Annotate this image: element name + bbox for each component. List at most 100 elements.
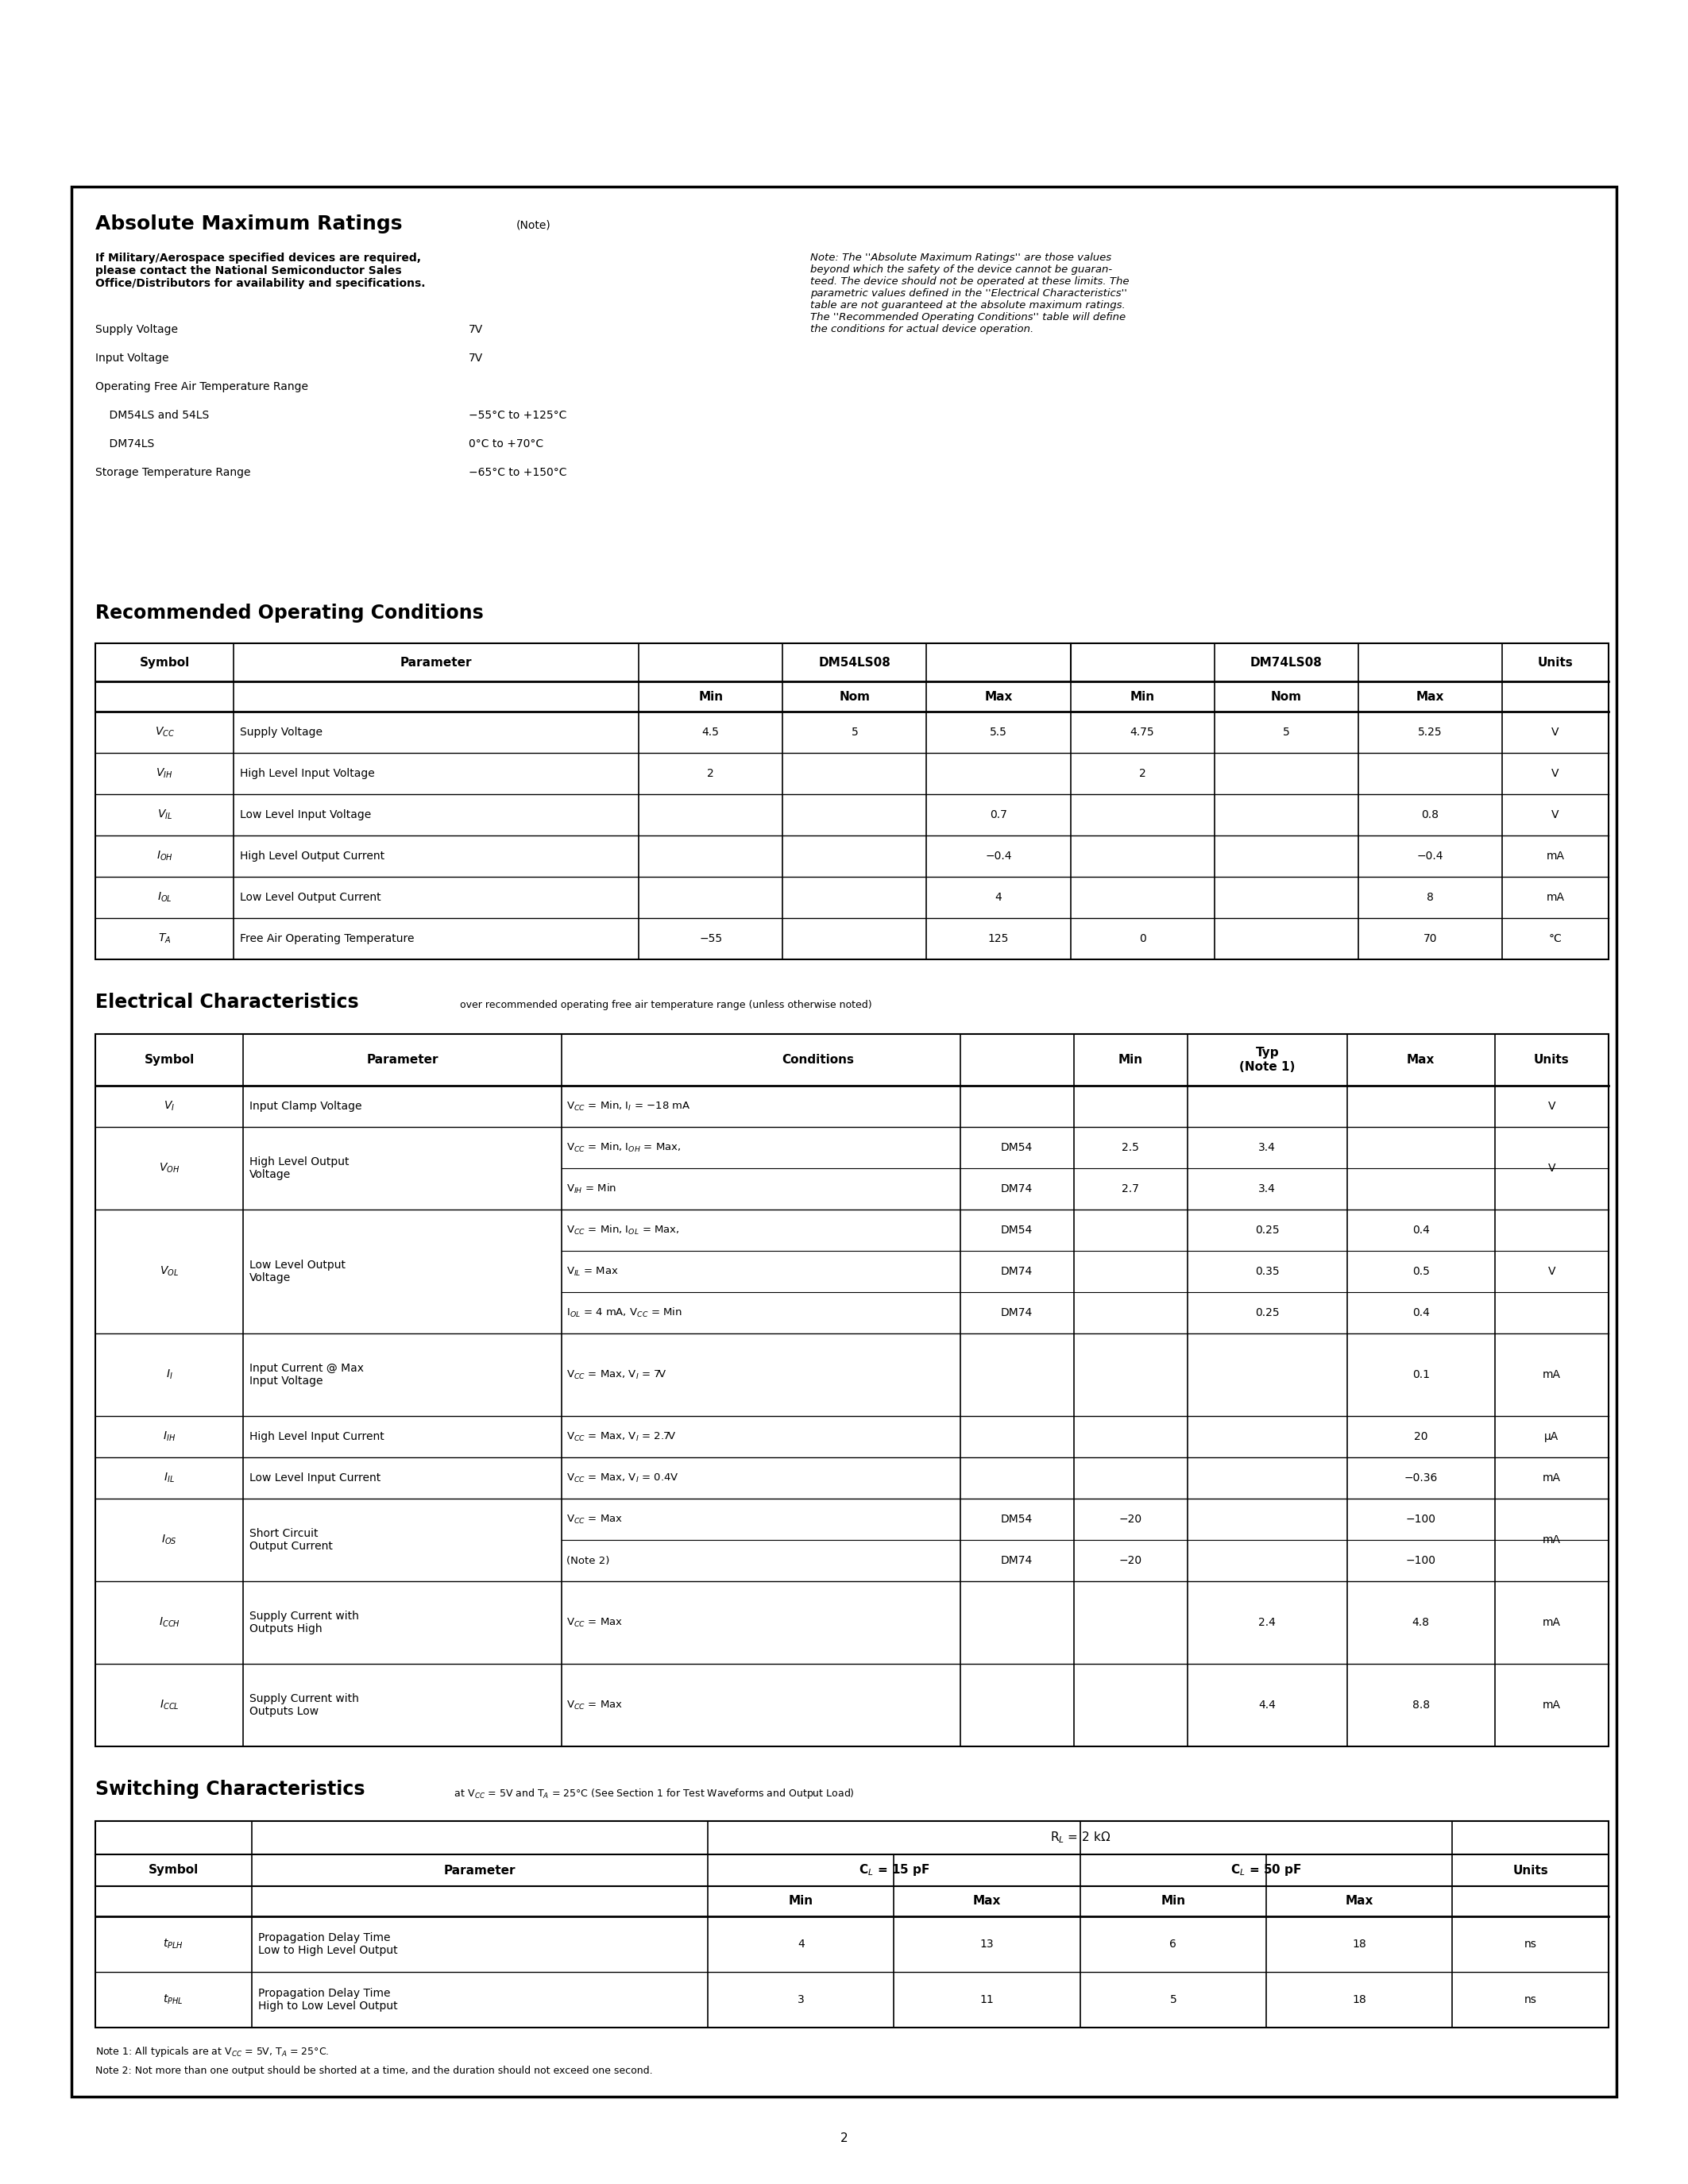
Text: V$_{CC}$ = Min, I$_I$ = −18 mA: V$_{CC}$ = Min, I$_I$ = −18 mA — [567, 1101, 690, 1112]
Text: 13: 13 — [981, 1939, 994, 1950]
Text: High Level Output
Voltage: High Level Output Voltage — [250, 1155, 349, 1179]
Text: Supply Current with
Outputs High: Supply Current with Outputs High — [250, 1610, 360, 1634]
Text: 11: 11 — [981, 1994, 994, 2005]
Text: 3: 3 — [797, 1994, 805, 2005]
Text: Symbol: Symbol — [143, 1055, 194, 1066]
Text: −55: −55 — [699, 933, 722, 943]
Text: 70: 70 — [1423, 933, 1436, 943]
Text: DM74LS: DM74LS — [95, 439, 154, 450]
Text: 5.25: 5.25 — [1418, 727, 1442, 738]
Text: V$_{IL}$ = Max: V$_{IL}$ = Max — [567, 1265, 619, 1278]
Text: Units: Units — [1512, 1865, 1548, 1876]
Text: C$_L$ = 50 pF: C$_L$ = 50 pF — [1231, 1863, 1301, 1878]
Text: at V$_{CC}$ = 5V and T$_A$ = 25°C (See Section 1 for Test Waveforms and Output L: at V$_{CC}$ = 5V and T$_A$ = 25°C (See S… — [451, 1787, 854, 1800]
Text: I$_{CCH}$: I$_{CCH}$ — [159, 1616, 181, 1629]
Text: 5: 5 — [851, 727, 858, 738]
Text: 0.8: 0.8 — [1421, 810, 1438, 821]
Text: Max: Max — [1406, 1055, 1435, 1066]
Text: I$_I$: I$_I$ — [165, 1367, 172, 1380]
Text: Propagation Delay Time
High to Low Level Output: Propagation Delay Time High to Low Level… — [258, 1987, 397, 2011]
Text: Units: Units — [1534, 1055, 1570, 1066]
Text: Nom: Nom — [1271, 690, 1301, 703]
Text: V$_{CC}$ = Max: V$_{CC}$ = Max — [567, 1616, 623, 1629]
Text: I$_{OH}$: I$_{OH}$ — [157, 850, 172, 863]
Text: V$_{CC}$ = Max, V$_I$ = 7V: V$_{CC}$ = Max, V$_I$ = 7V — [567, 1369, 667, 1380]
Text: DM54LS08: DM54LS08 — [819, 657, 891, 668]
Text: 2: 2 — [707, 769, 714, 780]
Text: Supply Current with
Outputs Low: Supply Current with Outputs Low — [250, 1693, 360, 1717]
Text: Free Air Operating Temperature: Free Air Operating Temperature — [240, 933, 415, 943]
Text: 0°C to +70°C: 0°C to +70°C — [469, 439, 544, 450]
Text: Symbol: Symbol — [149, 1865, 199, 1876]
Text: V$_{IL}$: V$_{IL}$ — [157, 808, 172, 821]
Text: DM54LS and 54LS: DM54LS and 54LS — [95, 411, 209, 422]
Text: Note: The ''Absolute Maximum Ratings'' are those values
beyond which the safety : Note: The ''Absolute Maximum Ratings'' a… — [810, 253, 1129, 334]
Text: 4.75: 4.75 — [1131, 727, 1155, 738]
Text: Units: Units — [1538, 657, 1573, 668]
Text: t$_{PHL}$: t$_{PHL}$ — [164, 1994, 184, 2007]
Text: I$_{CCL}$: I$_{CCL}$ — [159, 1699, 179, 1712]
Bar — [95, 1033, 1609, 1747]
Text: Typ
(Note 1): Typ (Note 1) — [1239, 1046, 1295, 1072]
Text: V$_{CC}$ = Min, I$_{OL}$ = Max,: V$_{CC}$ = Min, I$_{OL}$ = Max, — [567, 1223, 680, 1236]
Text: DM74: DM74 — [1001, 1308, 1033, 1319]
Text: 0: 0 — [1139, 933, 1146, 943]
Text: 0.35: 0.35 — [1256, 1267, 1280, 1278]
Text: Nom: Nom — [839, 690, 869, 703]
Text: V$_{CC}$ = Max: V$_{CC}$ = Max — [567, 1699, 623, 1710]
Text: 2: 2 — [1139, 769, 1146, 780]
Text: Max: Max — [1345, 1896, 1374, 1907]
Text: Conditions: Conditions — [782, 1055, 854, 1066]
Text: I$_{IL}$: I$_{IL}$ — [164, 1472, 176, 1485]
Text: Min: Min — [1129, 690, 1155, 703]
Text: Low Level Output Current: Low Level Output Current — [240, 891, 381, 902]
Text: 0.1: 0.1 — [1413, 1369, 1430, 1380]
Text: DM74LS08: DM74LS08 — [1251, 657, 1322, 668]
Text: Short Circuit
Output Current: Short Circuit Output Current — [250, 1529, 333, 1553]
Text: −100: −100 — [1406, 1555, 1436, 1566]
Text: mA: mA — [1543, 1616, 1561, 1627]
Text: 20: 20 — [1415, 1431, 1428, 1441]
Text: 125: 125 — [987, 933, 1009, 943]
Text: DM54: DM54 — [1001, 1514, 1033, 1524]
Text: T$_A$: T$_A$ — [159, 933, 170, 946]
Text: Max: Max — [972, 1896, 1001, 1907]
Text: Symbol: Symbol — [140, 657, 189, 668]
Text: C$_L$ = 15 pF: C$_L$ = 15 pF — [858, 1863, 930, 1878]
Text: V$_{CC}$ = Max, V$_I$ = 2.7V: V$_{CC}$ = Max, V$_I$ = 2.7V — [567, 1431, 677, 1444]
Text: I$_{OS}$: I$_{OS}$ — [162, 1533, 177, 1546]
Text: (Note): (Note) — [517, 218, 550, 229]
Text: DM54: DM54 — [1001, 1225, 1033, 1236]
Text: −65°C to +150°C: −65°C to +150°C — [469, 467, 567, 478]
Text: V: V — [1548, 1101, 1555, 1112]
Text: DM74: DM74 — [1001, 1184, 1033, 1195]
Text: V$_{IH}$: V$_{IH}$ — [155, 767, 174, 780]
Text: mA: mA — [1543, 1369, 1561, 1380]
Text: Electrical Characteristics: Electrical Characteristics — [95, 994, 360, 1011]
Text: mA: mA — [1543, 1535, 1561, 1546]
Text: V$_{CC}$ = Max, V$_I$ = 0.4V: V$_{CC}$ = Max, V$_I$ = 0.4V — [567, 1472, 679, 1483]
Text: 7V: 7V — [469, 323, 483, 334]
Text: 0.4: 0.4 — [1413, 1308, 1430, 1319]
Text: Operating Free Air Temperature Range: Operating Free Air Temperature Range — [95, 382, 309, 393]
Text: 0.5: 0.5 — [1413, 1267, 1430, 1278]
Text: Supply Voltage: Supply Voltage — [240, 727, 322, 738]
Text: High Level Input Voltage: High Level Input Voltage — [240, 769, 375, 780]
Text: Parameter: Parameter — [444, 1865, 515, 1876]
Text: 7V: 7V — [469, 352, 483, 365]
Text: 2.4: 2.4 — [1259, 1616, 1276, 1627]
Text: 18: 18 — [1352, 1939, 1366, 1950]
Text: Supply Voltage: Supply Voltage — [95, 323, 177, 334]
Text: Max: Max — [1416, 690, 1445, 703]
Text: 2: 2 — [841, 2132, 847, 2145]
Text: 4: 4 — [994, 891, 1003, 902]
Text: 0.25: 0.25 — [1256, 1308, 1280, 1319]
Text: ns: ns — [1524, 1994, 1536, 2005]
Text: I$_{OL}$ = 4 mA, V$_{CC}$ = Min: I$_{OL}$ = 4 mA, V$_{CC}$ = Min — [567, 1306, 682, 1319]
Text: (Note 2): (Note 2) — [567, 1555, 609, 1566]
Text: Min: Min — [788, 1896, 814, 1907]
Text: 0.7: 0.7 — [989, 810, 1008, 821]
Text: t$_{PLH}$: t$_{PLH}$ — [164, 1937, 184, 1950]
Text: −100: −100 — [1406, 1514, 1436, 1524]
Text: μA: μA — [1545, 1431, 1560, 1441]
